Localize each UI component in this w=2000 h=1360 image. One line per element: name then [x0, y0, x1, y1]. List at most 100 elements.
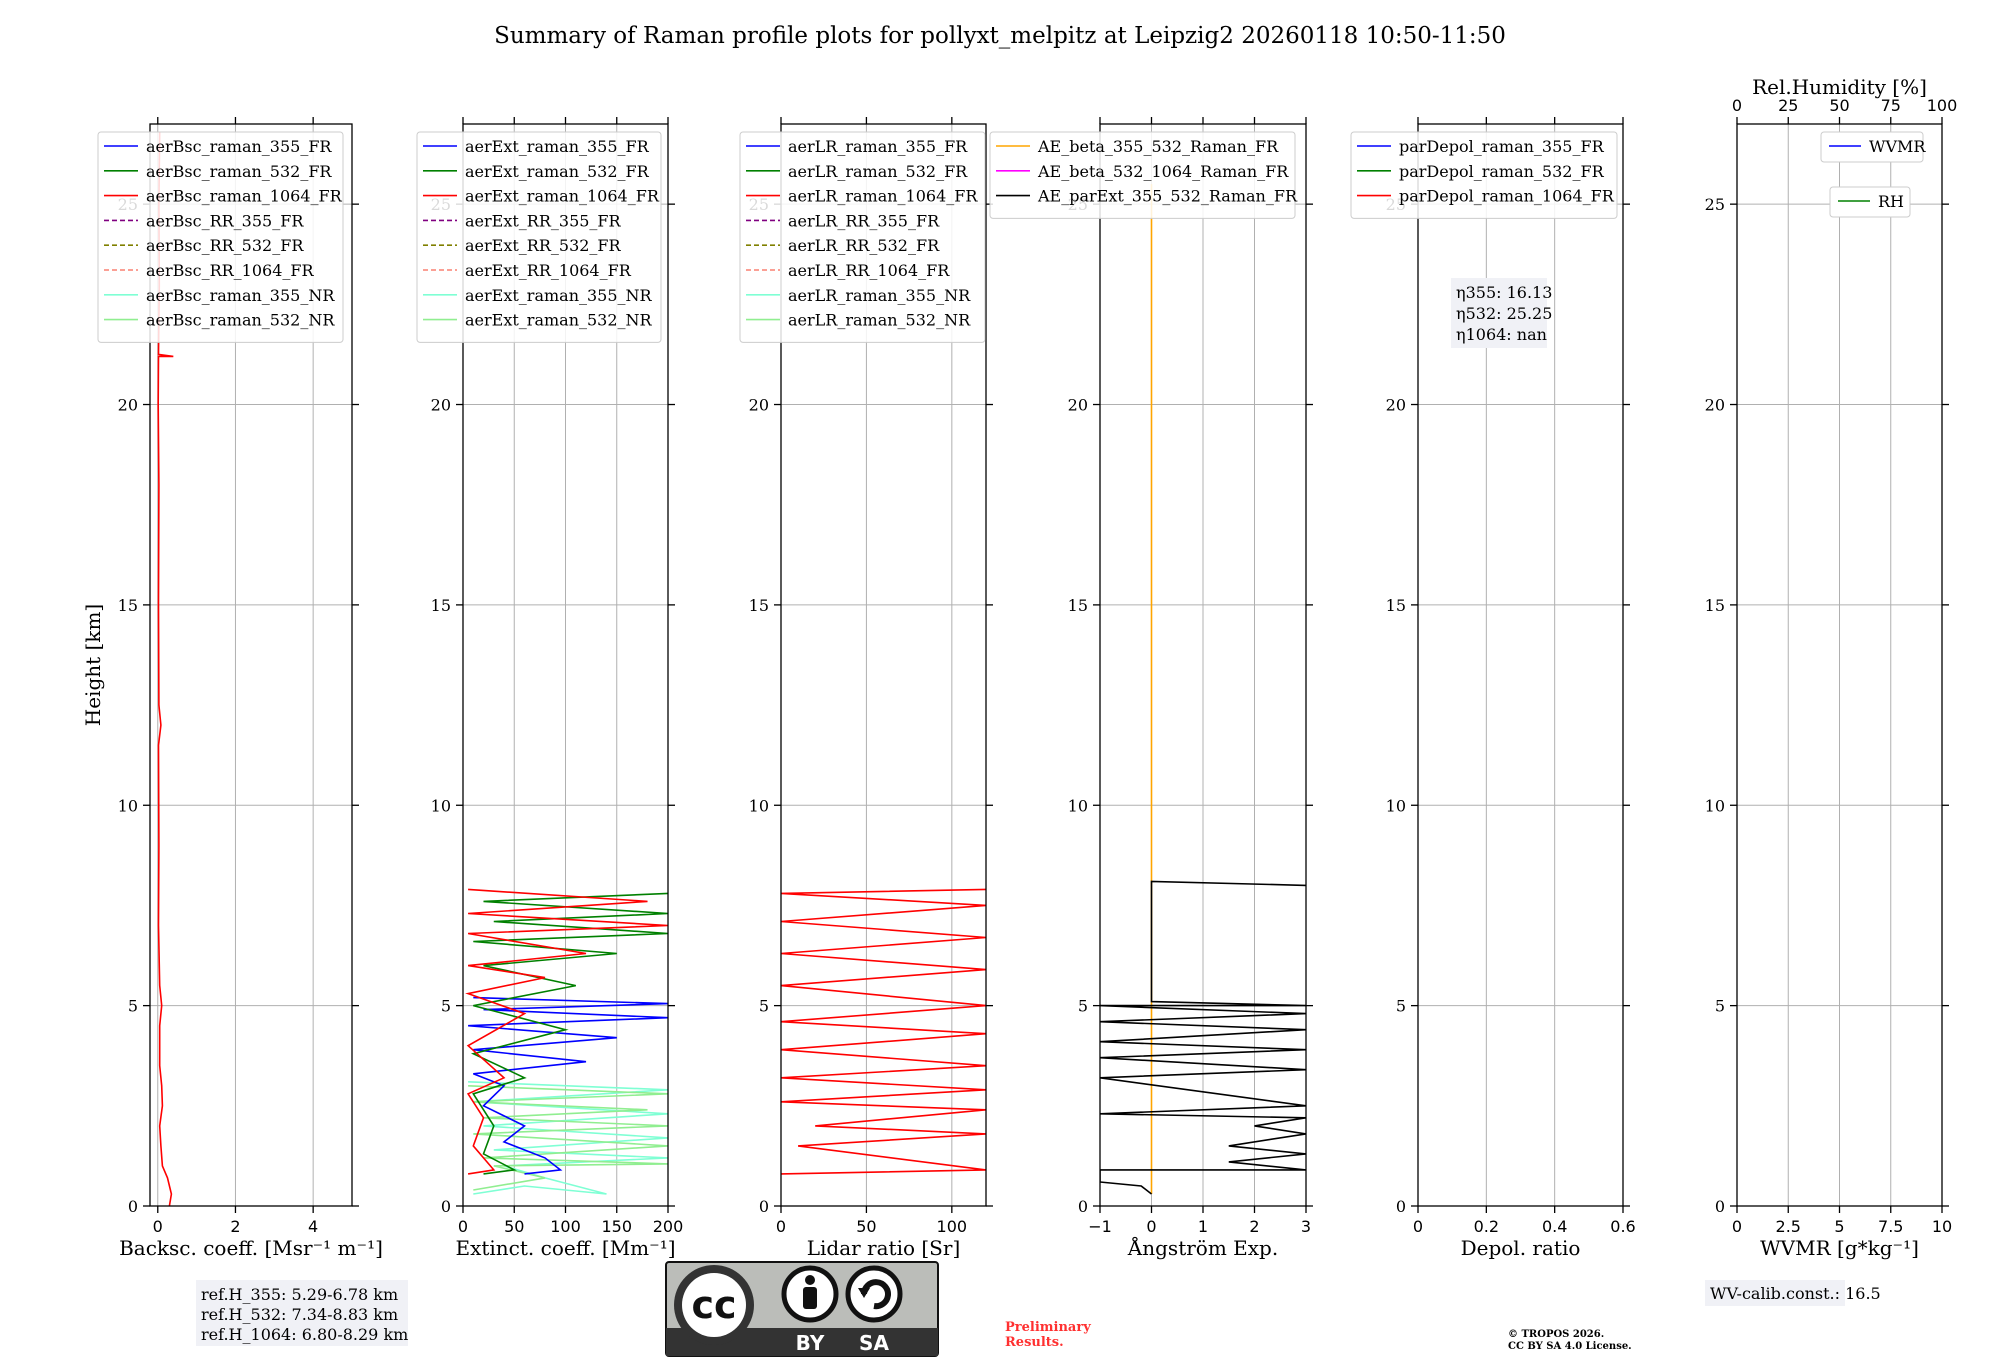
legend-label: WVMR: [1869, 137, 1926, 156]
eta-box: [1451, 278, 1547, 348]
eta-value: η355: 16.13: [1456, 283, 1552, 302]
y-tick-label: 10: [1068, 796, 1088, 815]
top-x-tick-label: 50: [1829, 96, 1849, 115]
x-axis-label: Depol. ratio: [1461, 1236, 1581, 1260]
legend-label: aerLR_raman_355_FR: [788, 137, 968, 156]
top-x-tick-label: 25: [1778, 96, 1798, 115]
x-axis-label: Lidar ratio [Sr]: [807, 1236, 961, 1260]
x-tick-label: 0: [1732, 1217, 1742, 1236]
x-tick-label: 0: [458, 1217, 468, 1236]
legend: aerExt_raman_355_FR aerExt_raman_532_FRae…: [416, 131, 662, 343]
y-tick-label: 0: [1078, 1197, 1088, 1216]
x-tick-label: 3: [1301, 1217, 1311, 1236]
y-tick-label: 5: [1396, 997, 1406, 1016]
y-tick-label: 20: [1068, 396, 1088, 415]
top-x-tick-label: 75: [1881, 96, 1901, 115]
preliminary-note: Preliminary Results.: [1005, 1320, 1091, 1350]
y-tick-label: 15: [1068, 596, 1088, 615]
top-x-tick-label: 100: [1927, 96, 1958, 115]
legend: AE_beta_355_532_Raman_FR AE_beta_532_1064…: [989, 131, 1298, 219]
x-tick-label: 150: [601, 1217, 632, 1236]
legend-label: aerExt_raman_532_NR: [465, 311, 653, 330]
series-aerExt_raman_532_FR: [470, 892, 668, 1175]
legend-label: aerBsc_RR_532_FR: [146, 236, 304, 255]
by-person-icon: [781, 1265, 839, 1323]
x-tick-label: 2.5: [1776, 1217, 1801, 1236]
sa-share-icon: [845, 1265, 903, 1323]
legend: WVMR RH: [1820, 131, 1926, 218]
legend-box: [1829, 186, 1911, 218]
legend-label: AE_beta_355_532_Raman_FR: [1037, 137, 1279, 156]
legend-label: aerBsc_raman_532_FR: [146, 162, 332, 181]
y-tick-label: 0: [759, 1197, 769, 1216]
y-tick-label: 5: [128, 997, 138, 1016]
legend-label: AE_beta_532_1064_Raman_FR: [1037, 162, 1289, 181]
y-tick-label: 15: [1705, 596, 1725, 615]
legend-label: aerExt_RR_532_FR: [465, 236, 622, 255]
legend-label: parDepol_raman_532_FR: [1399, 162, 1605, 181]
series-aerExt_raman_532_NR: [468, 1085, 668, 1191]
y-tick-label: 10: [118, 796, 138, 815]
panel-lidar_ratio: 0501000510152025Lidar ratio [Sr]aerLR_ra…: [739, 117, 993, 1260]
legend-label: aerExt_raman_355_FR: [465, 137, 650, 156]
panel-depolarization: 00.20.40.60510152025Depol. ratioparDepol…: [1350, 117, 1636, 1260]
y-tick-label: 25: [1705, 195, 1725, 214]
legend-box: [1820, 131, 1924, 163]
legend-box: [97, 131, 344, 343]
x-tick-label: 4: [308, 1217, 318, 1236]
plot-frame: [1417, 123, 1624, 1207]
plot-frame: [780, 123, 987, 1207]
top-x-tick-label: 0: [1732, 96, 1742, 115]
legend-label: aerExt_RR_1064_FR: [465, 261, 632, 280]
x-tick-label: 200: [653, 1217, 684, 1236]
cc-sa-label: SA: [859, 1331, 889, 1355]
plot-frame: [149, 123, 353, 1207]
eta-annotation: η355: 16.13 η532: 25.25 η1064: nan: [1451, 278, 1552, 348]
y-tick-label: 15: [118, 596, 138, 615]
x-tick-label: 10: [1932, 1217, 1952, 1236]
x-tick-label: −1: [1088, 1217, 1112, 1236]
legend-label: aerExt_raman_532_FR: [465, 162, 650, 181]
y-tick-label: 0: [441, 1197, 451, 1216]
x-tick-label: 0.2: [1474, 1217, 1499, 1236]
legend-label: aerLR_raman_532_NR: [788, 311, 971, 330]
legend-label: aerBsc_raman_355_NR: [146, 286, 335, 305]
x-tick-label: 5: [1834, 1217, 1844, 1236]
cc-by-label: BY: [796, 1331, 825, 1355]
legend-label: aerExt_raman_1064_FR: [465, 187, 660, 206]
legend-label: aerLR_RR_532_FR: [788, 236, 940, 255]
y-tick-label: 10: [749, 796, 769, 815]
panel-extinction: 0501001502000510152025Extinct. coeff. [M…: [416, 117, 684, 1260]
legend-label: aerExt_raman_355_NR: [465, 286, 653, 305]
series-group: [781, 888, 986, 1175]
x-tick-label: 100: [550, 1217, 581, 1236]
series-aerExt_raman_355_FR: [468, 996, 668, 1175]
y-tick-label: 0: [1715, 1197, 1725, 1216]
legend-label: aerBsc_raman_1064_FR: [146, 187, 343, 206]
x-tick-label: 100: [937, 1217, 968, 1236]
legend-label: parDepol_raman_355_FR: [1399, 137, 1605, 156]
y-tick-label: 0: [1396, 1197, 1406, 1216]
wv-calib-annotation: WV-calib.const.: 16.5: [1705, 1280, 1881, 1306]
panel-angstrom: −101230510152025Ångström Exp.AE_beta_355…: [989, 117, 1313, 1260]
y-tick-label: 20: [1386, 396, 1406, 415]
y-tick-label: 15: [1386, 596, 1406, 615]
y-tick-label: 15: [431, 596, 451, 615]
x-tick-label: 2: [1249, 1217, 1259, 1236]
x-tick-label: 0: [776, 1217, 786, 1236]
x-axis-label: Extinct. coeff. [Mm⁻¹]: [455, 1236, 675, 1260]
x-axis-label: WVMR [g*kg⁻¹]: [1760, 1236, 1919, 1260]
cc-license-badge: cc BY SA: [665, 1261, 939, 1357]
x-tick-label: 0.4: [1542, 1217, 1567, 1236]
legend-box: [739, 131, 986, 343]
series-aerBsc_raman_1064_FR: [157, 131, 174, 1206]
series-aerLR_raman_1064_FR: [781, 888, 986, 1175]
x-tick-label: 0: [153, 1217, 163, 1236]
eta-value: η532: 25.25: [1456, 304, 1552, 323]
legend-label: aerLR_RR_355_FR: [788, 211, 940, 230]
series-AE_parExt_355_532_Raman_FR: [1100, 880, 1306, 1195]
y-axis-label: Height [km]: [81, 604, 105, 726]
legend-label: aerLR_raman_532_FR: [788, 162, 968, 181]
